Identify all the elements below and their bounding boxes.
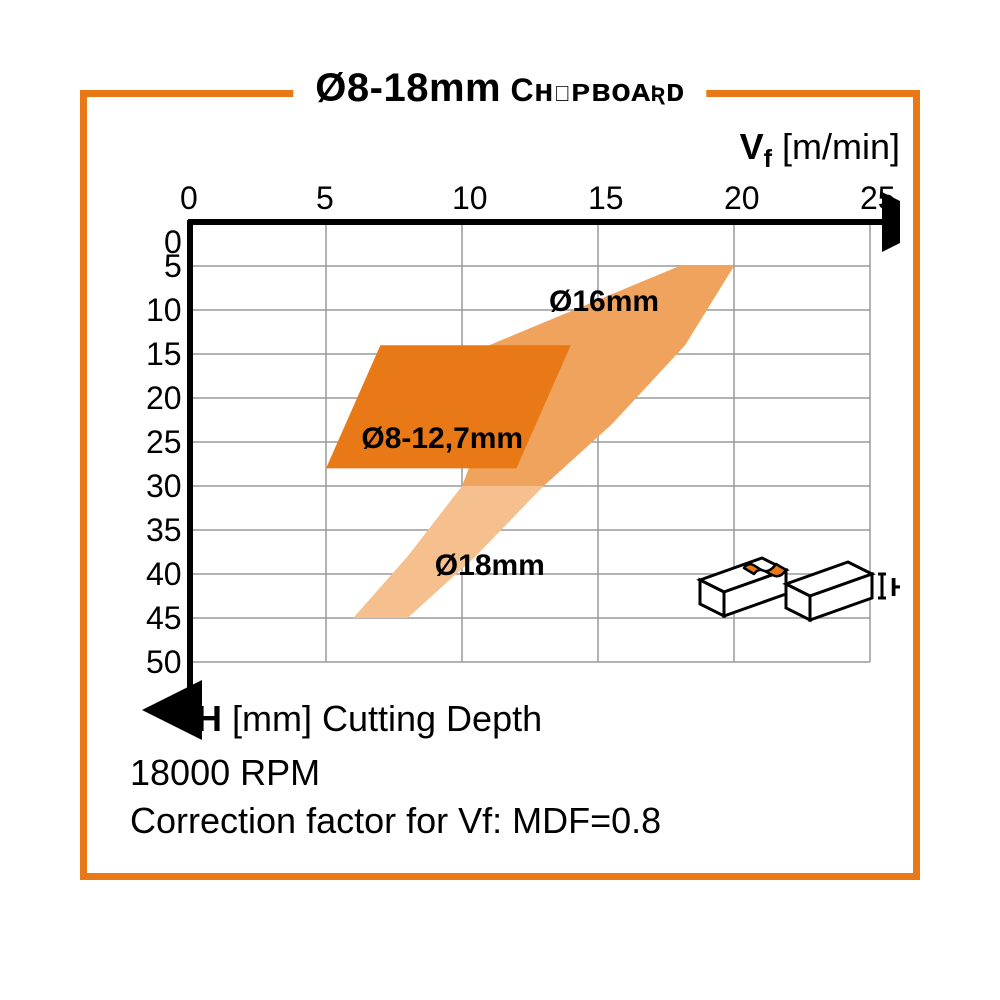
title-sub: Cʜɪᴘʙᴏᴀʀᴅ [501,72,685,108]
y-tick: 50 [146,644,182,681]
x-tick: 20 [724,180,760,217]
title-main: Ø8-18mm [315,66,501,110]
region-label-8-12.7mm: Ø8-12,7mm [361,422,523,456]
x-axis-label: Vf [m/min] [740,126,900,174]
chart-title: Ø8-18mm Cʜɪᴘʙᴏᴀʀᴅ [293,66,706,111]
x-tick: 25 [860,180,896,217]
y-axis-label: H [mm] Cutting Depth [196,698,542,740]
svg-text:H: H [890,572,900,602]
y-tick: 30 [146,468,182,505]
x-tick: 15 [588,180,624,217]
chart-svg: H [130,160,900,760]
y-tick: 45 [146,600,182,637]
y-tick: 20 [146,380,182,417]
y-tick: 15 [146,336,182,373]
chart-area: Vf [m/min] H H [mm] Cutting Depth [130,160,900,760]
region-label-18mm: Ø18mm [435,549,545,583]
y-tick: 25 [146,424,182,461]
y-tick: 40 [146,556,182,593]
x-tick: 10 [452,180,488,217]
x-tick: 5 [316,180,334,217]
y-tick: 0 [164,224,182,261]
region-label-16mm: Ø16mm [549,285,659,319]
y-tick: 35 [146,512,182,549]
x-tick: 0 [180,180,198,217]
footer-rpm: 18000 RPM [130,752,320,794]
footer-correction: Correction factor for Vf: MDF=0.8 [130,800,661,842]
y-tick: 10 [146,292,182,329]
